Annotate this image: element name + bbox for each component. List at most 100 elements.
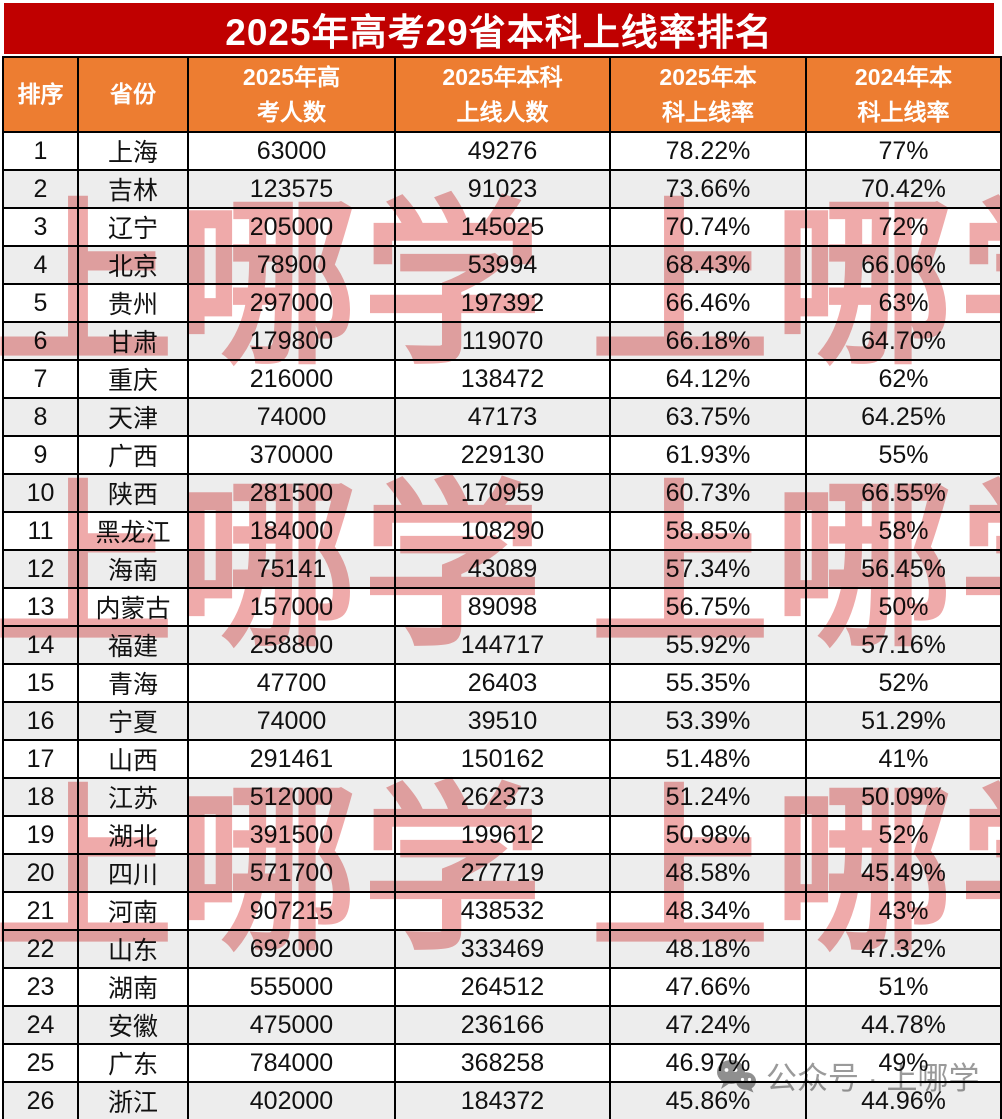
above-line-2025-cell: 199612 — [396, 817, 611, 853]
rank-cell: 25 — [4, 1045, 79, 1081]
rate-2025-cell: 56.75% — [611, 589, 807, 625]
province-cell: 青海 — [79, 665, 189, 701]
examinees-2025-cell: 370000 — [189, 437, 396, 473]
rank-cell: 26 — [4, 1083, 79, 1119]
examinees-2025-cell: 78900 — [189, 247, 396, 283]
rank-cell: 1 — [4, 133, 79, 169]
rank-cell: 8 — [4, 399, 79, 435]
province-cell: 安徽 — [79, 1007, 189, 1043]
rate-2024-cell: 62% — [878, 364, 929, 393]
province-cell: 湖南 — [79, 969, 189, 1005]
province-cell: 重庆 — [79, 361, 189, 397]
rate-2025-cell: 63.75% — [611, 399, 807, 435]
rank-cell: 21 — [4, 893, 79, 929]
examinees-2025-cell: 205000 — [189, 209, 396, 245]
rate-2025-cell: 57.34% — [611, 551, 807, 587]
rate-2024-cell: 41% — [878, 744, 929, 773]
examinees-2025-cell: 475000 — [189, 1007, 396, 1043]
above-line-2025-cell: 184372 — [396, 1083, 611, 1119]
table-row: 26 浙江 402000 184372 45.86% 44.96% — [4, 1081, 1000, 1119]
rate-2025-cell: 48.34% — [611, 893, 807, 929]
rank-cell: 16 — [4, 703, 79, 739]
examinees-2025-cell: 179800 — [189, 323, 396, 359]
rate-2024-cell: 55% — [878, 440, 929, 469]
examinees-2025-cell: 47700 — [189, 665, 396, 701]
rate-2025-cell: 66.18% — [611, 323, 807, 359]
rate-2024-cell: 56.45% — [861, 554, 946, 583]
examinees-2025-cell: 297000 — [189, 285, 396, 321]
rank-cell: 18 — [4, 779, 79, 815]
examinees-2025-cell: 74000 — [189, 399, 396, 435]
above-line-2025-cell: 236166 — [396, 1007, 611, 1043]
rate-2025-cell: 73.66% — [611, 171, 807, 207]
rate-2025-cell: 78.22% — [611, 133, 807, 169]
province-cell: 广西 — [79, 437, 189, 473]
table-row: 6 甘肃 179800 119070 66.18% 64.70% — [4, 321, 1000, 359]
table-row: 21 河南 907215 438532 48.34% 43% — [4, 891, 1000, 929]
rank-cell: 23 — [4, 969, 79, 1005]
rank-cell: 14 — [4, 627, 79, 663]
rate-2024-cell: 45.49% — [861, 858, 946, 887]
table-row: 5 贵州 297000 197392 66.46% 63% — [4, 283, 1000, 321]
above-line-2025-cell: 89098 — [396, 589, 611, 625]
province-cell: 江苏 — [79, 779, 189, 815]
province-cell: 内蒙古 — [79, 589, 189, 625]
page-title: 2025年高考29省本科上线率排名 — [4, 3, 994, 54]
above-line-2025-cell: 39510 — [396, 703, 611, 739]
col-header-examinees-2025-label: 2025年高 考人数 — [242, 64, 341, 125]
province-cell: 上海 — [79, 133, 189, 169]
rank-cell: 12 — [4, 551, 79, 587]
rate-2024-cell: 72% — [878, 212, 929, 241]
examinees-2025-cell: 63000 — [189, 133, 396, 169]
above-line-2025-cell: 262373 — [396, 779, 611, 815]
province-cell: 黑龙江 — [79, 513, 189, 549]
table-row: 20 四川 571700 277719 48.58% 45.49% — [4, 853, 1000, 891]
table-row: 12 海南 75141 43089 57.34% 56.45% — [4, 549, 1000, 587]
table-row: 1 上海 63000 49276 78.22% 77% — [4, 131, 1000, 169]
rank-cell: 9 — [4, 437, 79, 473]
province-cell: 北京 — [79, 247, 189, 283]
table-row: 18 江苏 512000 262373 51.24% 50.09% — [4, 777, 1000, 815]
rate-2024-cell: 66.55% — [861, 478, 946, 507]
rank-cell: 15 — [4, 665, 79, 701]
rate-2024-cell: 64.70% — [861, 326, 946, 355]
province-cell: 广东 — [79, 1045, 189, 1081]
rate-2025-cell: 66.46% — [611, 285, 807, 321]
table-header-row: 排序 省份 2025年高 考人数 2025年本科 上线人数 2025年本 科上线… — [4, 58, 1000, 131]
province-cell: 海南 — [79, 551, 189, 587]
examinees-2025-cell: 258800 — [189, 627, 396, 663]
rate-2025-cell: 70.74% — [611, 209, 807, 245]
rate-2024-cell: 44.78% — [861, 1010, 946, 1039]
above-line-2025-cell: 26403 — [396, 665, 611, 701]
rate-2024-cell: 52% — [878, 820, 929, 849]
examinees-2025-cell: 281500 — [189, 475, 396, 511]
above-line-2025-cell: 264512 — [396, 969, 611, 1005]
rate-2025-cell: 61.93% — [611, 437, 807, 473]
rate-2024-cell: 43% — [878, 896, 929, 925]
examinees-2025-cell: 184000 — [189, 513, 396, 549]
rate-2024-cell: 77% — [878, 136, 929, 165]
province-cell: 四川 — [79, 855, 189, 891]
above-line-2025-cell: 368258 — [396, 1045, 611, 1081]
rate-2024-cell: 64.25% — [861, 402, 946, 431]
rate-2025-cell: 51.24% — [611, 779, 807, 815]
rate-2024-cell: 47.32% — [861, 934, 946, 963]
rank-cell: 20 — [4, 855, 79, 891]
above-line-2025-cell: 197392 — [396, 285, 611, 321]
examinees-2025-cell: 784000 — [189, 1045, 396, 1081]
table-row: 14 福建 258800 144717 55.92% 57.16% — [4, 625, 1000, 663]
rate-2025-cell: 50.98% — [611, 817, 807, 853]
above-line-2025-cell: 47173 — [396, 399, 611, 435]
examinees-2025-cell: 74000 — [189, 703, 396, 739]
table-row: 19 湖北 391500 199612 50.98% 52% — [4, 815, 1000, 853]
rank-cell: 24 — [4, 1007, 79, 1043]
col-header-province: 省份 — [79, 58, 189, 131]
rate-2025-cell: 53.39% — [611, 703, 807, 739]
rank-cell: 10 — [4, 475, 79, 511]
table-row: 17 山西 291461 150162 51.48% 41% — [4, 739, 1000, 777]
examinees-2025-cell: 512000 — [189, 779, 396, 815]
rate-2024-cell: 70.42% — [861, 174, 946, 203]
examinees-2025-cell: 692000 — [189, 931, 396, 967]
col-header-examinees-2025: 2025年高 考人数 — [189, 58, 396, 131]
